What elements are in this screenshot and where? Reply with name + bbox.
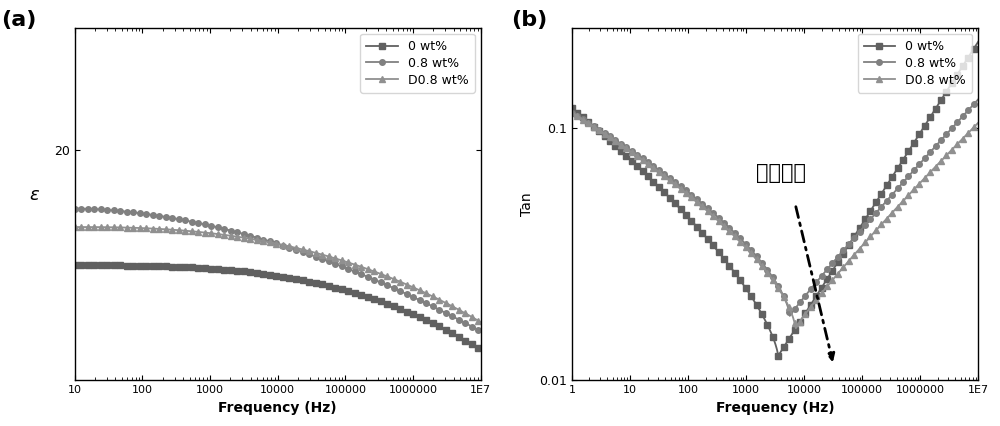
X-axis label: Frequency (Hz): Frequency (Hz): [218, 401, 337, 415]
Text: (b): (b): [511, 10, 547, 30]
Y-axis label: Tan: Tan: [520, 192, 534, 216]
D0.8 wt%: [465, 314, 477, 319]
Legend: 0 wt%, 0.8 wt%, D0.8 wt%: 0 wt%, 0.8 wt%, D0.8 wt%: [360, 34, 475, 93]
0.8 wt%: [806, 285, 818, 290]
0 wt%: [873, 196, 885, 201]
Line: D0.8 wt%: D0.8 wt%: [569, 110, 981, 331]
0 wt%: [838, 250, 850, 255]
0.8 wt%: [873, 207, 885, 213]
0 wt%: [806, 300, 818, 305]
0 wt%: [264, 272, 276, 277]
D0.8 wt%: [790, 325, 802, 331]
0 wt%: [772, 353, 784, 358]
Text: (a): (a): [1, 10, 37, 30]
D0.8 wt%: [402, 282, 414, 288]
0 wt%: [750, 301, 762, 306]
D0.8 wt%: [69, 225, 81, 230]
Legend: 0 wt%, 0.8 wt%, D0.8 wt%: 0 wt%, 0.8 wt%, D0.8 wt%: [858, 34, 972, 93]
0 wt%: [310, 281, 322, 286]
0 wt%: [638, 170, 650, 175]
Line: 0.8 wt%: 0.8 wt%: [72, 206, 484, 334]
Line: 0 wt%: 0 wt%: [72, 262, 484, 353]
0.8 wt%: [566, 110, 578, 115]
D0.8 wt%: [972, 120, 984, 125]
0.8 wt%: [838, 247, 850, 252]
0.8 wt%: [750, 253, 762, 258]
0.8 wt%: [69, 206, 81, 211]
0.8 wt%: [638, 157, 650, 162]
0 wt%: [288, 276, 300, 281]
0 wt%: [402, 309, 414, 314]
D0.8 wt%: [838, 264, 850, 269]
D0.8 wt%: [806, 302, 818, 308]
0 wt%: [972, 39, 984, 44]
D0.8 wt%: [310, 250, 322, 256]
D0.8 wt%: [261, 239, 273, 245]
0 wt%: [475, 347, 487, 352]
0 wt%: [670, 202, 682, 207]
Text: 损耗降低: 损耗降低: [756, 163, 806, 183]
0 wt%: [566, 106, 578, 111]
0 wt%: [261, 272, 273, 277]
0.8 wt%: [475, 329, 487, 334]
0.8 wt%: [402, 292, 414, 297]
0.8 wt%: [288, 247, 300, 252]
D0.8 wt%: [750, 256, 762, 261]
0.8 wt%: [264, 239, 276, 244]
0.8 wt%: [972, 97, 984, 102]
Line: D0.8 wt%: D0.8 wt%: [72, 224, 484, 325]
0 wt%: [69, 263, 81, 268]
0.8 wt%: [465, 323, 477, 328]
D0.8 wt%: [638, 158, 650, 164]
Line: 0 wt%: 0 wt%: [569, 39, 981, 359]
0.8 wt%: [310, 254, 322, 259]
0 wt%: [465, 341, 477, 346]
D0.8 wt%: [288, 245, 300, 250]
0.8 wt%: [261, 238, 273, 243]
D0.8 wt%: [475, 320, 487, 325]
X-axis label: Frequency (Hz): Frequency (Hz): [716, 401, 834, 415]
0.8 wt%: [784, 314, 796, 319]
0.8 wt%: [670, 181, 682, 186]
D0.8 wt%: [670, 183, 682, 188]
Line: 0.8 wt%: 0.8 wt%: [569, 96, 981, 319]
D0.8 wt%: [873, 225, 885, 230]
D0.8 wt%: [264, 240, 276, 245]
Y-axis label: ε: ε: [29, 186, 39, 204]
D0.8 wt%: [566, 110, 578, 115]
